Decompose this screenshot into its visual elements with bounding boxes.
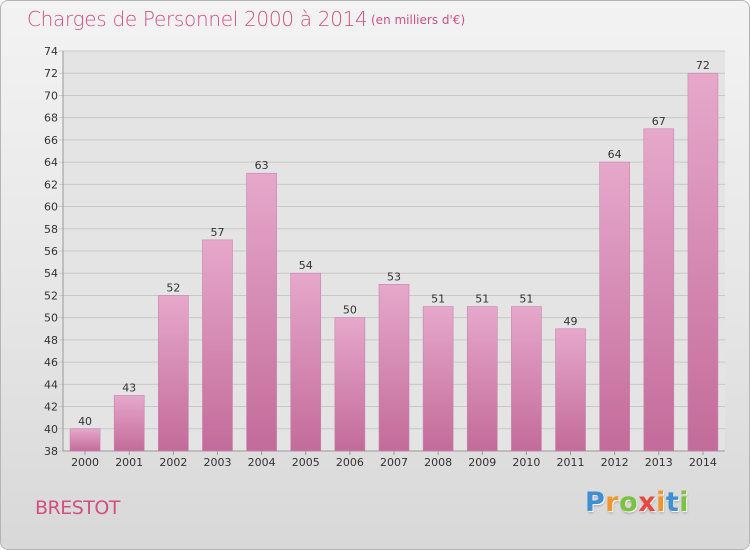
data-label: 67 xyxy=(652,115,666,128)
y-tick-label: 74 xyxy=(44,45,58,58)
y-tick-label: 66 xyxy=(44,134,58,147)
y-tick-label: 42 xyxy=(44,401,58,414)
bar xyxy=(687,72,719,452)
bar xyxy=(202,239,233,452)
x-tick-label: 2008 xyxy=(424,456,452,469)
logo-letter: x xyxy=(638,487,657,518)
y-tick-label: 58 xyxy=(44,223,58,236)
data-label: 64 xyxy=(608,148,622,161)
bar xyxy=(113,395,145,452)
bar xyxy=(69,428,101,452)
x-tick-label: 2011 xyxy=(557,456,585,469)
bar xyxy=(555,328,586,452)
y-tick-label: 52 xyxy=(44,289,58,302)
bar xyxy=(422,306,454,452)
bar xyxy=(643,128,675,452)
x-tick-label: 2012 xyxy=(601,456,629,469)
logo-letter: o xyxy=(619,487,639,518)
data-label: 51 xyxy=(431,293,445,306)
chart-subtitle: (en milliers d'€) xyxy=(371,13,466,27)
x-tick-label: 2014 xyxy=(689,456,717,469)
data-label: 51 xyxy=(475,293,489,306)
logo-letter: r xyxy=(605,487,620,518)
logo-letter: P xyxy=(585,487,606,518)
y-tick-label: 62 xyxy=(44,178,58,191)
data-label: 54 xyxy=(299,259,313,272)
bar xyxy=(599,161,630,452)
data-label: 40 xyxy=(78,415,92,428)
x-tick-label: 2009 xyxy=(468,456,496,469)
bar xyxy=(246,172,277,452)
data-label: 63 xyxy=(255,159,269,172)
x-tick-label: 2004 xyxy=(248,456,276,469)
x-tick-label: 2010 xyxy=(512,456,540,469)
bar xyxy=(290,272,322,452)
x-tick-label: 2000 xyxy=(71,456,99,469)
bar xyxy=(334,317,366,452)
logo-letter: i xyxy=(656,487,666,518)
bar xyxy=(466,306,498,452)
data-label: 51 xyxy=(519,293,533,306)
logo-letter: t xyxy=(665,487,680,518)
y-tick-label: 64 xyxy=(44,156,58,169)
y-tick-label: 44 xyxy=(44,378,58,391)
x-tick-label: 2007 xyxy=(380,456,408,469)
y-tick-label: 72 xyxy=(44,67,58,80)
x-tick-label: 2001 xyxy=(115,456,143,469)
y-tick-label: 56 xyxy=(44,245,58,258)
y-tick-label: 46 xyxy=(44,356,58,369)
x-tick-label: 2005 xyxy=(292,456,320,469)
x-tick-label: 2002 xyxy=(159,456,187,469)
data-label: 57 xyxy=(210,226,224,239)
y-tick-label: 48 xyxy=(44,334,58,347)
bar xyxy=(511,306,542,452)
x-tick-label: 2003 xyxy=(203,456,231,469)
data-label: 53 xyxy=(387,270,401,283)
data-label: 49 xyxy=(564,315,578,328)
proxiti-logo: Proxiti xyxy=(585,487,689,518)
bar xyxy=(378,284,410,452)
bar xyxy=(158,295,189,452)
y-tick-label: 54 xyxy=(44,267,58,280)
data-label: 52 xyxy=(166,281,180,294)
data-label: 43 xyxy=(122,381,136,394)
chart-title: Charges de Personnel 2000 à 2014 xyxy=(27,7,368,31)
y-tick-label: 50 xyxy=(44,312,58,325)
logo-letter: i xyxy=(679,487,690,518)
y-tick-label: 60 xyxy=(44,201,58,214)
y-tick-label: 40 xyxy=(44,423,58,436)
x-tick-label: 2006 xyxy=(336,456,364,469)
place-name: BRESTOT xyxy=(35,497,120,519)
data-label: 72 xyxy=(696,59,710,72)
x-tick-label: 2013 xyxy=(645,456,673,469)
data-label: 50 xyxy=(343,304,357,317)
y-tick-label: 68 xyxy=(44,112,58,125)
y-tick-label: 70 xyxy=(44,89,58,102)
y-tick-label: 38 xyxy=(44,445,58,458)
